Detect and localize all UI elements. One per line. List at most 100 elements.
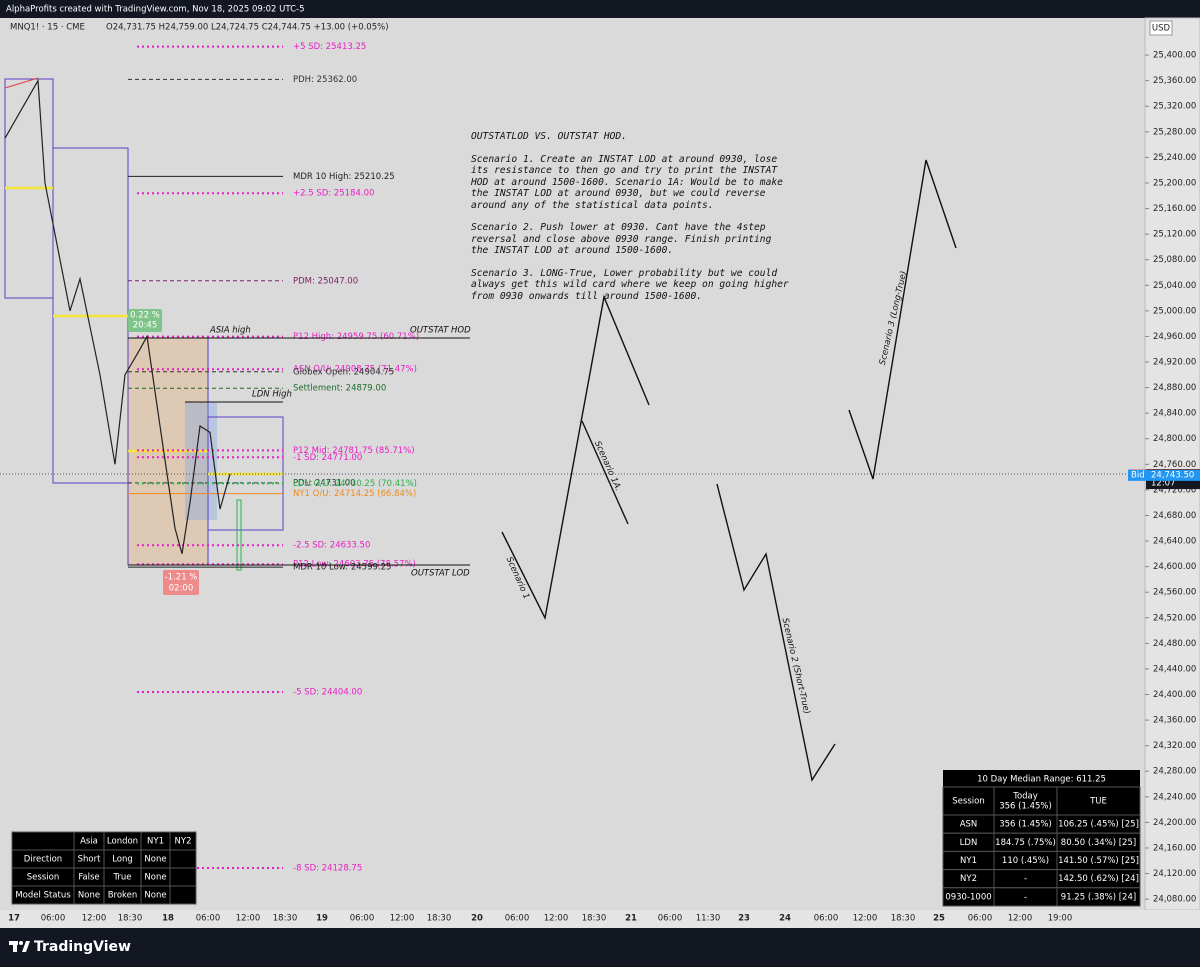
table-cell bbox=[1056, 887, 1141, 907]
note: Scenario 2. Push lower at 0930. Cant hav… bbox=[471, 222, 772, 256]
price-tag-label: 24,743.50 bbox=[1151, 470, 1194, 480]
y-ticks: 25,400.00 25,360.00 25,320.00 25,280.00 25,2… bbox=[1128, 51, 1200, 905]
level-label: LDN O/U: 24730.25 (70.41%) bbox=[293, 479, 417, 489]
table-text: - bbox=[1024, 874, 1027, 884]
x-tick-label: 12:00 bbox=[1008, 914, 1033, 924]
price-axis bbox=[1144, 17, 1200, 911]
high-badge bbox=[128, 309, 162, 332]
y-tick-label: 25,120.00 bbox=[1153, 230, 1196, 240]
y-tick-label: 24,720.00 bbox=[1153, 485, 1196, 495]
x-tick-label: 12:00 bbox=[236, 914, 261, 924]
x-tick-label: 18:30 bbox=[582, 914, 607, 924]
x-tick-label: 18:30 bbox=[427, 914, 452, 924]
badge-text: 02:00 bbox=[169, 584, 194, 594]
level-label: ASN O/U: 24908.75 (71.47%) bbox=[293, 365, 417, 375]
y-tick-label: 24,800.00 bbox=[1153, 434, 1196, 444]
badge-text: 0.22 % bbox=[130, 311, 160, 321]
table-text: Direction bbox=[24, 855, 62, 865]
level-label: MDR 10 Low: 24599.25 bbox=[293, 563, 391, 573]
badge-text: 20:45 bbox=[133, 321, 158, 331]
x-tick-label: 25 bbox=[933, 914, 945, 924]
price-tag bbox=[1146, 469, 1200, 481]
y-tick-label: 25,280.00 bbox=[1153, 127, 1196, 137]
y-tick-label: 25,240.00 bbox=[1153, 153, 1196, 163]
table-text: 141.50 (.57%) [25] bbox=[1058, 856, 1139, 866]
y-tick-label: 24,120.00 bbox=[1153, 869, 1196, 879]
level-label: -5 SD: 24404.00 bbox=[293, 687, 362, 697]
y-tick-label: 24,280.00 bbox=[1153, 767, 1196, 777]
note: OUTSTATLOD VS. OUTSTAT HOD. bbox=[471, 131, 627, 142]
x-tick-label: 24 bbox=[779, 914, 791, 924]
level-label: +5 SD: 25413.25 bbox=[293, 42, 366, 52]
y-tick-label: 24,080.00 bbox=[1153, 895, 1196, 905]
y-tick-label: 24,520.00 bbox=[1153, 613, 1196, 623]
countdown: 12:07 bbox=[1151, 479, 1176, 489]
table-text: London bbox=[107, 837, 138, 847]
table-cell bbox=[169, 867, 197, 887]
note: Scenario 3. LONG-True, Lower probability… bbox=[471, 267, 789, 302]
drawing-label: OUTSTAT HOD bbox=[410, 326, 471, 336]
table-text: 356 (1.45%) bbox=[999, 802, 1052, 812]
scenario-label: Scenario 1A. bbox=[592, 440, 623, 493]
y-tick-label: 25,360.00 bbox=[1153, 76, 1196, 86]
table-text: Broken bbox=[108, 891, 138, 901]
table-cell bbox=[169, 885, 197, 905]
y-tick-label: 25,160.00 bbox=[1153, 204, 1196, 214]
x-tick-label: 12:00 bbox=[390, 914, 415, 924]
y-tick-label: 24,400.00 bbox=[1153, 690, 1196, 700]
scenario-paths bbox=[501, 159, 957, 782]
level-label: Globex Open: 24904.75 bbox=[293, 367, 394, 377]
table-text: 0930-1000 bbox=[945, 892, 991, 902]
table-text: 142.50 (.62%) [24] bbox=[1058, 874, 1139, 884]
ny-range bbox=[236, 499, 242, 571]
x-tick-label: 18:30 bbox=[118, 914, 143, 924]
table-text: None bbox=[144, 855, 166, 865]
y-tick-label: 24,200.00 bbox=[1153, 818, 1196, 828]
x-tick-label: 20 bbox=[471, 914, 483, 924]
ohlc: O24,731.75 H24,759.00 L24,724.75 C24,744… bbox=[106, 23, 389, 33]
y-tick-label: 24,240.00 bbox=[1153, 792, 1196, 802]
logo: TradingView bbox=[34, 939, 131, 955]
x-tick-label: 12:00 bbox=[853, 914, 878, 924]
table-text: Long bbox=[112, 855, 133, 865]
table-text: True bbox=[112, 873, 131, 883]
table-text: Short bbox=[78, 855, 101, 865]
x-tick-label: 19 bbox=[316, 914, 328, 924]
table-text: None bbox=[144, 891, 166, 901]
table-text: - bbox=[1024, 892, 1027, 902]
table-title-box bbox=[943, 770, 1140, 787]
level-label: P12 Mid: 24781.75 (85.71%) bbox=[293, 446, 415, 456]
table-text: 110 (.45%) bbox=[1002, 856, 1049, 866]
drawing-label: LDN High bbox=[252, 390, 292, 400]
y-tick-label: 25,040.00 bbox=[1153, 281, 1196, 291]
x-tick-label: 19:00 bbox=[1048, 914, 1073, 924]
table-text: False bbox=[78, 873, 99, 883]
table-text: None bbox=[144, 873, 166, 883]
time-axis bbox=[0, 910, 1200, 928]
currency: USD bbox=[1152, 24, 1171, 34]
y-tick-label: 24,440.00 bbox=[1153, 664, 1196, 674]
x-tick-label: 06:00 bbox=[505, 914, 530, 924]
top-bar bbox=[0, 0, 1200, 18]
x-ticks: 17 06:00 12:00 18:30 18 06:00 12:00 18:30 19 06:0… bbox=[8, 914, 1072, 924]
level-label: NY1 O/U: 24714.25 (66.84%) bbox=[293, 489, 416, 499]
table-text: TUE bbox=[1089, 797, 1107, 807]
y-tick-label: 24,600.00 bbox=[1153, 562, 1196, 572]
x-tick-label: 23 bbox=[738, 914, 750, 924]
logo-icon bbox=[9, 941, 30, 952]
table-cell bbox=[993, 786, 1058, 816]
table-text: 106.25 (.45%) [25] bbox=[1058, 820, 1139, 830]
y-tick-label: 24,840.00 bbox=[1153, 409, 1196, 419]
bottom-bar bbox=[0, 928, 1200, 967]
currency-box[interactable] bbox=[1149, 20, 1173, 36]
table-text: Model Status bbox=[15, 891, 71, 901]
y-tick-label: 25,320.00 bbox=[1153, 102, 1196, 112]
table-text: Session bbox=[952, 797, 984, 807]
price-trace bbox=[4, 78, 231, 554]
y-tick-label: 24,880.00 bbox=[1153, 383, 1196, 393]
x-tick-label: 06:00 bbox=[196, 914, 221, 924]
table-text: 80.50 (.34%) [25] bbox=[1061, 838, 1136, 848]
table-title: 10 Day Median Range: 611.25 bbox=[977, 775, 1106, 785]
level-label: Settlement: 24879.00 bbox=[293, 384, 386, 394]
